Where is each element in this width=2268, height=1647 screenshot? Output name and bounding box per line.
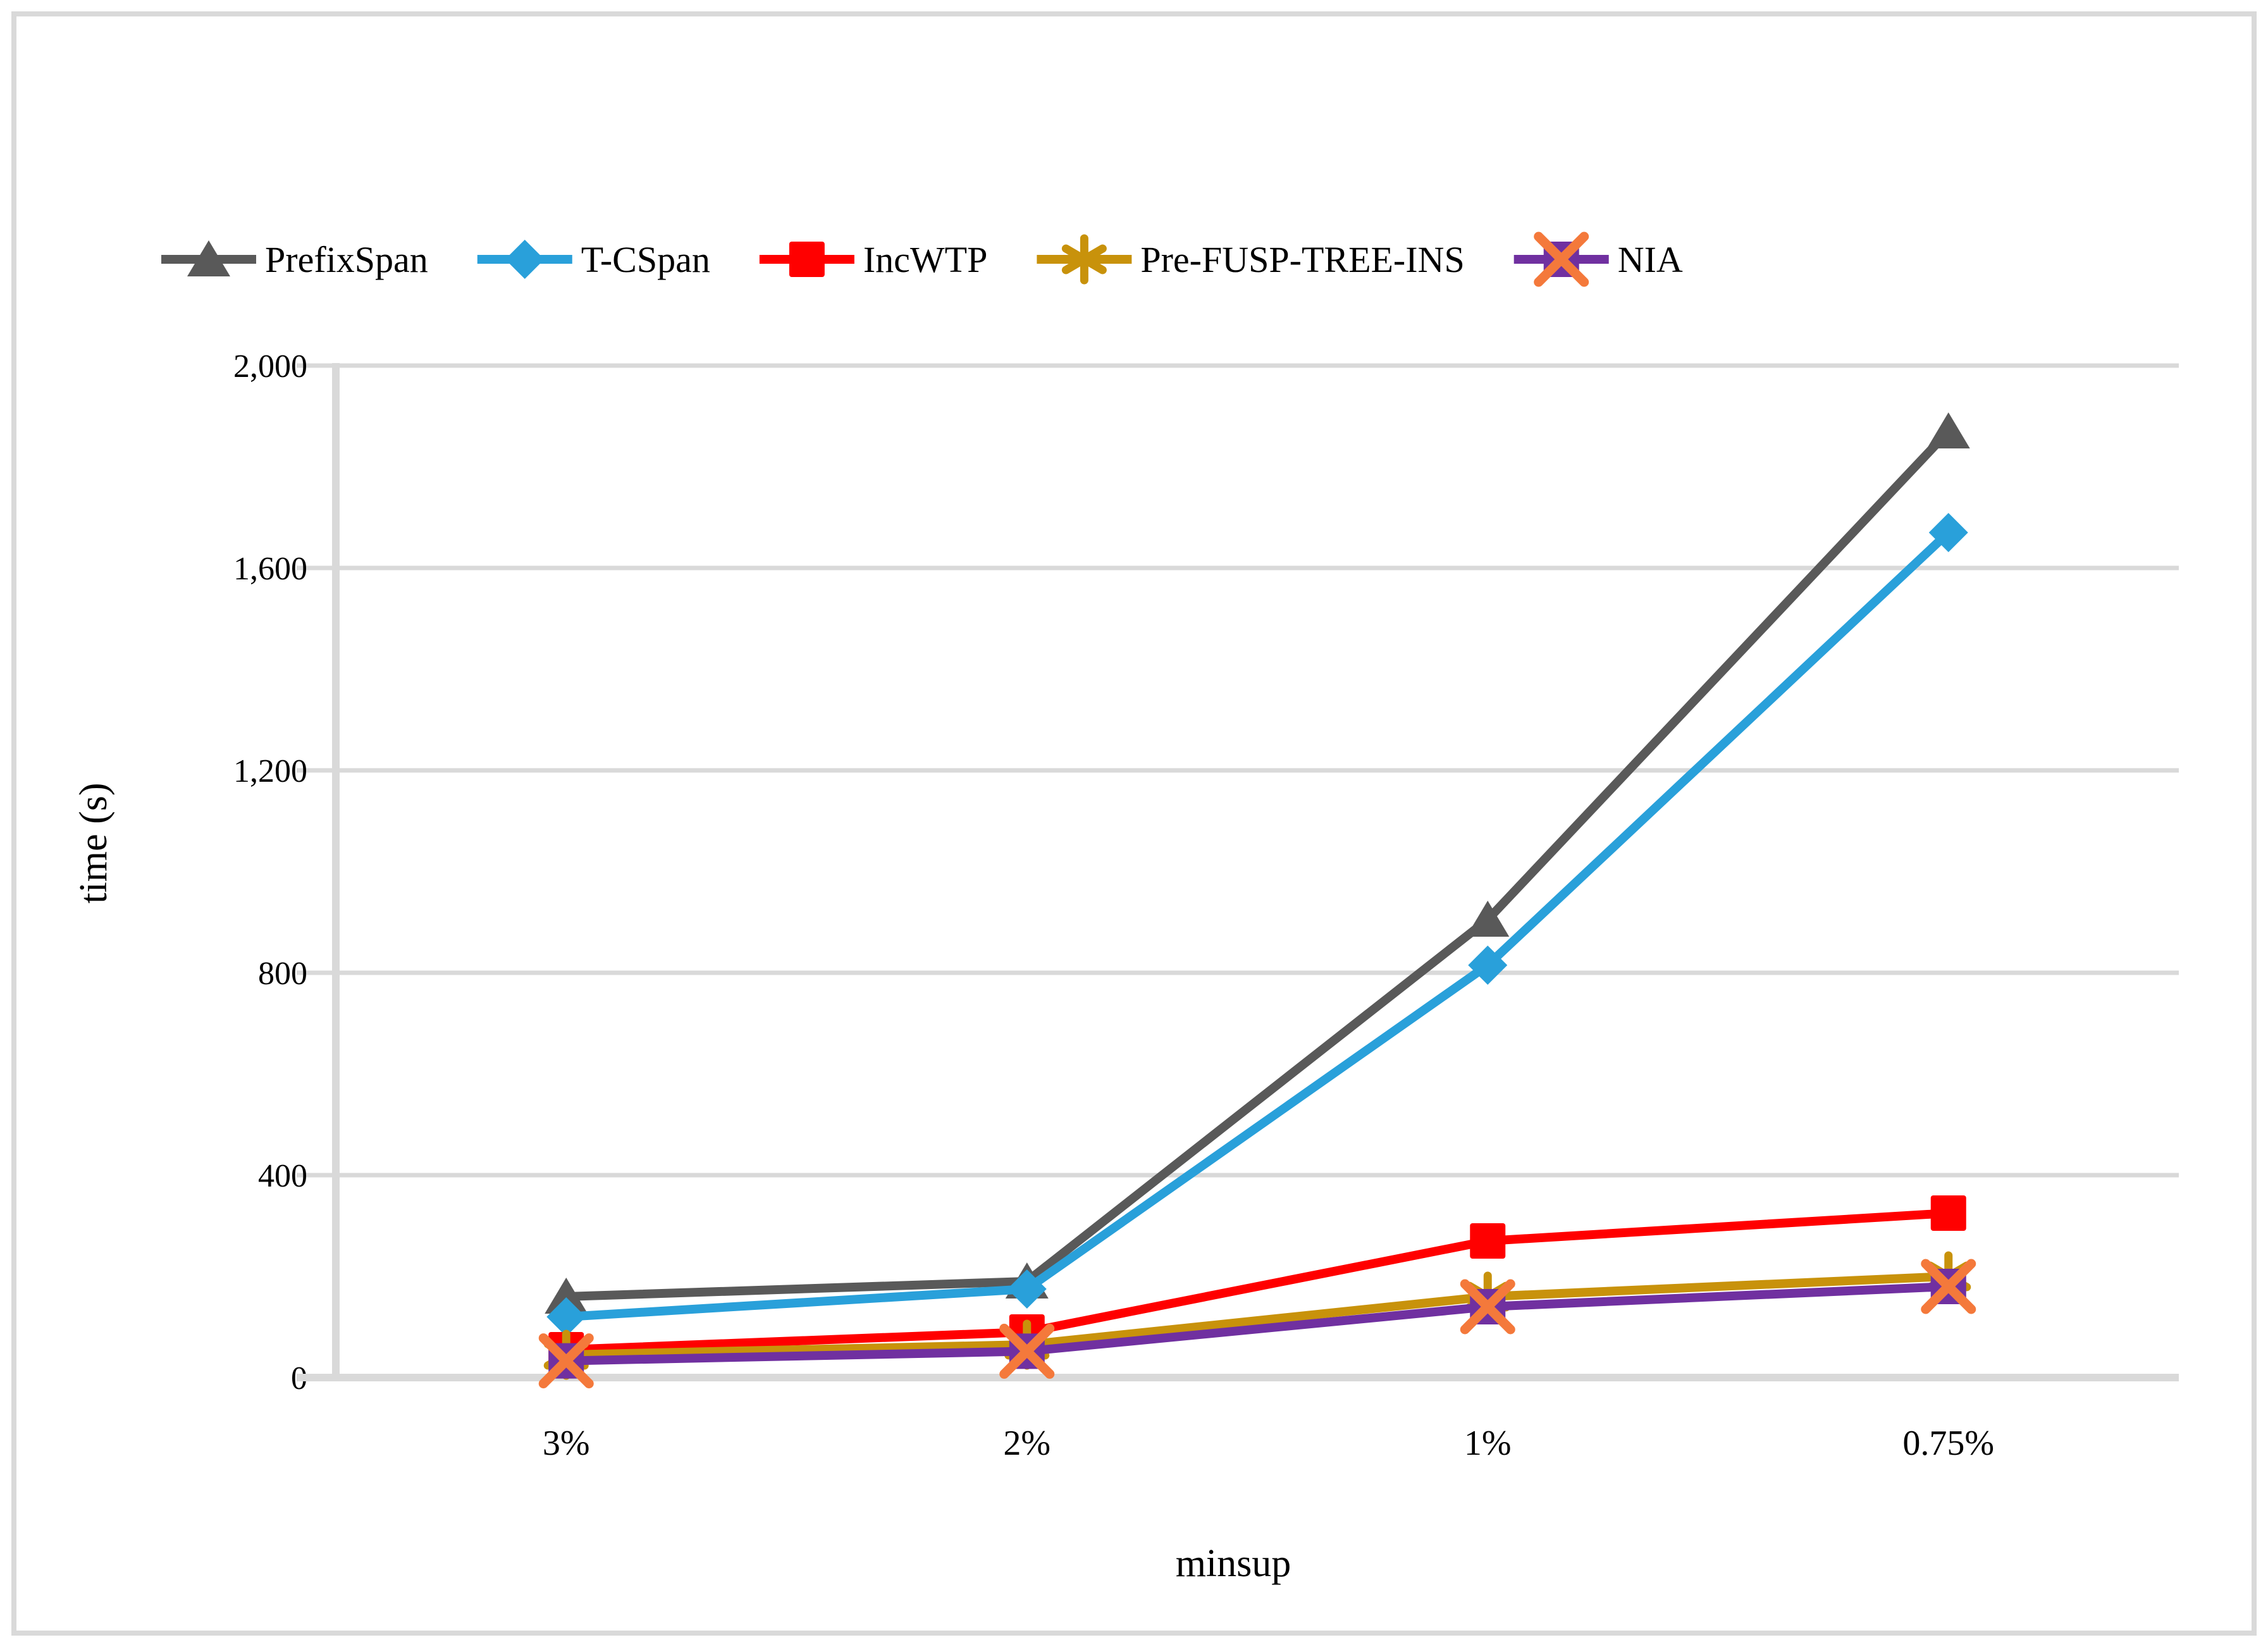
legend-marker-nia — [1534, 231, 1589, 287]
triangle-marker-shape — [1926, 412, 1970, 448]
x-tick-label: 0.75% — [1902, 1424, 1994, 1463]
diamond-marker-shape — [505, 240, 545, 279]
x-tick-label: 1% — [1464, 1424, 1512, 1463]
y-tick-label: 400 — [258, 1158, 307, 1194]
x-axis-title: minsup — [1176, 1542, 1291, 1585]
diamond-marker-shape — [1468, 946, 1508, 985]
data-point-prefixspan — [545, 1278, 588, 1314]
y-tick-label: 800 — [258, 956, 307, 992]
legend-label-prefixspan: PrefixSpan — [265, 239, 428, 280]
series-line-pre-fusp-tree-ins — [562, 1272, 1953, 1359]
data-point-nia — [538, 1333, 594, 1389]
legend-marker-pre-fusp-tree-ins — [1061, 234, 1107, 285]
legend: PrefixSpan T-CSpan IncWTP Pre-FUSP-TREE-INS… — [161, 231, 1683, 287]
y-tick-label: 2,000 — [233, 349, 307, 385]
data-point-t-cspan — [1468, 946, 1508, 985]
legend-item-incwtp: IncWTP — [759, 239, 988, 280]
legend-item-prefixspan: PrefixSpan — [161, 239, 428, 280]
y-axis-title: time (s) — [72, 782, 115, 903]
data-point-prefixspan — [1466, 901, 1510, 937]
gridlines — [336, 363, 2179, 1178]
x-tick-label: 3% — [543, 1424, 590, 1463]
series-line-t-cspan — [562, 528, 1953, 1321]
square-marker-shape — [1470, 1223, 1506, 1259]
series-line-prefixspan — [562, 427, 1953, 1301]
diamond-marker-shape — [1007, 1269, 1047, 1309]
y-tick-label: 1,600 — [233, 551, 307, 587]
legend-item-nia: NIA — [1513, 231, 1683, 287]
legend-marker-t-cspan — [505, 240, 545, 279]
data-series — [538, 412, 1976, 1389]
legend-marker-incwtp — [789, 242, 825, 277]
data-point-nia — [1460, 1279, 1515, 1335]
series-line-nia — [562, 1282, 1953, 1366]
legend-item-pre-fusp-tree-ins: Pre-FUSP-TREE-INS — [1037, 234, 1465, 285]
data-point-nia — [999, 1323, 1055, 1379]
data-point-prefixspan — [1926, 412, 1970, 448]
x-stroke — [1534, 231, 1589, 287]
data-point-incwtp — [1930, 1195, 1966, 1231]
legend-label-t-cspan: T-CSpan — [581, 239, 710, 280]
legend-marker-prefixspan — [187, 240, 230, 276]
x-stroke — [538, 1333, 594, 1389]
triangle-marker-shape — [545, 1278, 588, 1314]
legend-label-pre-fusp-tree-ins: Pre-FUSP-TREE-INS — [1140, 239, 1464, 280]
series-prefixspan — [545, 412, 1970, 1314]
x-stroke — [1921, 1259, 1976, 1314]
data-point-nia — [1921, 1259, 1976, 1314]
y-tick-label: 1,200 — [233, 753, 307, 789]
square-marker-shape — [789, 242, 825, 277]
data-point-t-cspan — [1007, 1269, 1047, 1309]
asterisk-spoke — [1061, 244, 1107, 274]
x-tick-label: 2% — [1003, 1424, 1051, 1463]
legend-item-t-cspan: T-CSpan — [477, 239, 710, 280]
triangle-marker-shape — [1466, 901, 1510, 937]
series-nia — [538, 1259, 1976, 1389]
data-point-incwtp — [1470, 1223, 1506, 1259]
diamond-marker-shape — [1928, 513, 1968, 552]
legend-label-incwtp: IncWTP — [863, 239, 988, 280]
figure-border — [11, 11, 2257, 1636]
triangle-marker-shape — [187, 240, 230, 276]
legend-label-nia: NIA — [1618, 239, 1683, 280]
x-stroke — [999, 1323, 1055, 1379]
x-stroke — [1460, 1279, 1515, 1335]
series-line-incwtp — [562, 1209, 1953, 1354]
data-point-t-cspan — [546, 1297, 586, 1336]
square-marker-shape — [1930, 1195, 1966, 1231]
series-t-cspan — [546, 513, 1968, 1336]
diamond-marker-shape — [546, 1297, 586, 1336]
data-point-t-cspan — [1928, 513, 1968, 552]
